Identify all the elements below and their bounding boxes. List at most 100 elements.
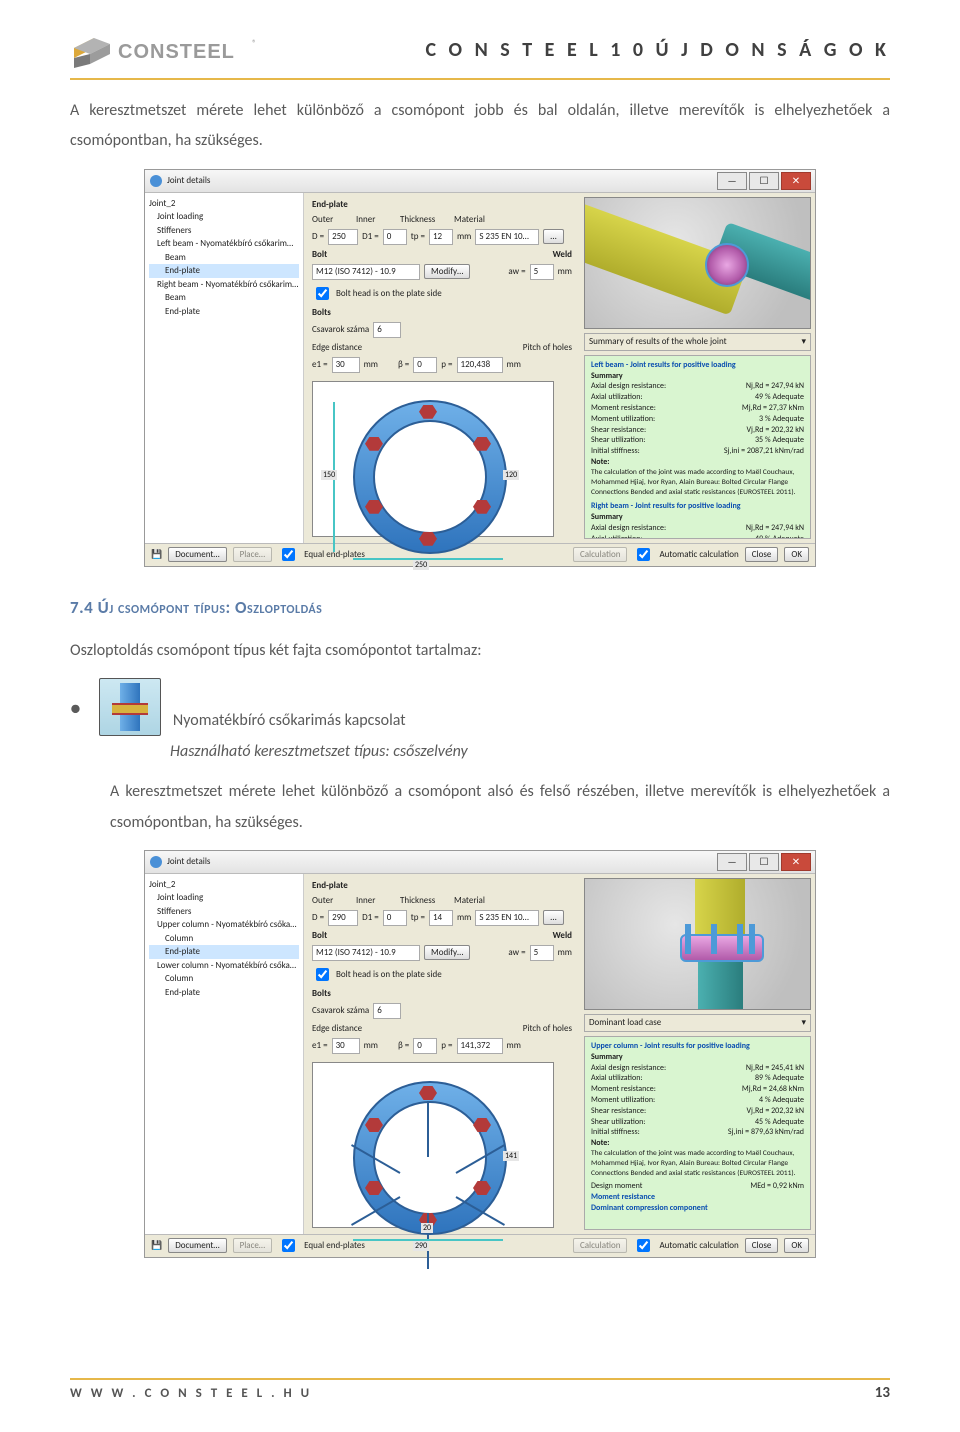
modify-button[interactable]: Modify…	[424, 264, 470, 279]
tree-item[interactable]: Stiffeners	[149, 905, 299, 919]
dropdown-icon[interactable]: ▾	[801, 336, 806, 347]
result-row: Shear utilization:35 % Adequate	[591, 435, 804, 446]
tree-item[interactable]: Beam	[149, 291, 299, 305]
ok-btn-2[interactable]: OK	[784, 1238, 809, 1253]
document-button[interactable]: Document…	[168, 547, 226, 562]
ok-btn[interactable]: OK	[784, 547, 809, 562]
input-e1[interactable]: 30	[332, 357, 360, 373]
place-button-2[interactable]: Place…	[233, 1238, 273, 1253]
lbl-pitch: Pitch of holes	[523, 342, 572, 353]
tree-item[interactable]: End-plate	[149, 264, 299, 278]
auto-calc-checkbox-2[interactable]	[637, 1239, 650, 1252]
bolt-head-checkbox-2[interactable]	[316, 968, 329, 981]
maximize-button-2[interactable]: ☐	[749, 853, 779, 871]
tree-item[interactable]: End-plate	[149, 945, 299, 959]
modify-button-2[interactable]: Modify…	[424, 945, 470, 960]
input-aw[interactable]: 5	[530, 264, 554, 280]
bolt-standard-2[interactable]: M12 (ISO 7412) - 10.9	[312, 945, 420, 961]
lbl-D: D =	[312, 231, 324, 242]
dropdown-icon-2[interactable]: ▾	[801, 1017, 806, 1028]
bolt-head-label: Bolt head is on the plate side	[336, 288, 442, 299]
close-btn-2[interactable]: Close	[745, 1238, 779, 1253]
result-row: Axial utilization:49 % Adequate	[591, 392, 804, 403]
bolt-head-checkbox[interactable]	[316, 287, 329, 300]
equal-endplates-checkbox-2[interactable]	[282, 1239, 295, 1252]
save-icon-2[interactable]: 💾	[151, 1240, 162, 1251]
input-p[interactable]: 120,438	[457, 357, 503, 373]
document-button-2[interactable]: Document…	[168, 1238, 226, 1253]
input-beta-2[interactable]: 0	[413, 1038, 437, 1054]
lbl-mat-2: Material	[454, 895, 485, 906]
lbl-boltcount-2: Csavarok száma	[312, 1005, 369, 1016]
input-p-2[interactable]: 141,372	[457, 1038, 503, 1054]
tree-pane-2[interactable]: Joint_2 Joint loading Stiffeners Upper c…	[145, 874, 304, 1234]
input-aw-2[interactable]: 5	[530, 945, 554, 961]
input-D1-2[interactable]: 0	[383, 910, 407, 926]
maximize-button[interactable]: ☐	[749, 172, 779, 190]
column-splice-icon	[99, 678, 161, 736]
endplate-preview: 150 250 120	[312, 381, 554, 537]
dim-h1: 150	[321, 470, 337, 480]
input-beta[interactable]: 0	[413, 357, 437, 373]
dim-s2: 20	[421, 1223, 433, 1233]
select-material[interactable]: S 235 EN 10…	[475, 229, 539, 245]
tree-item[interactable]: Upper column - Nyomatékbíró csőka…	[149, 918, 299, 932]
input-boltcount[interactable]: 6	[373, 322, 401, 338]
bolt-heading: Bolt	[312, 249, 327, 260]
tree-item[interactable]: Lower column - Nyomatékbíró csőka…	[149, 959, 299, 973]
calc-button-2[interactable]: Calculation	[573, 1238, 628, 1253]
input-tp[interactable]: 12	[429, 229, 453, 245]
input-e1-2[interactable]: 30	[332, 1038, 360, 1054]
equal-endplates-checkbox[interactable]	[282, 548, 295, 561]
tree-item[interactable]: Column	[149, 972, 299, 986]
lbl-beta: β =	[398, 359, 409, 370]
material-browse-button-2[interactable]: …	[543, 910, 563, 925]
close-btn[interactable]: Close	[745, 547, 779, 562]
lbl-edge: Edge distance	[312, 342, 362, 353]
save-icon[interactable]: 💾	[151, 549, 162, 560]
place-button[interactable]: Place…	[233, 547, 273, 562]
auto-calc-checkbox[interactable]	[637, 548, 650, 561]
input-D-2[interactable]: 290	[328, 910, 358, 926]
tree-item[interactable]: End-plate	[149, 305, 299, 319]
ex0l: Design moment	[591, 1181, 642, 1192]
res2r0l: Axial design resistance:	[591, 523, 666, 534]
close-button-2[interactable]: ✕	[781, 853, 811, 871]
result-row: Axial design resistance:Nj,Rd = 247,94 k…	[591, 381, 804, 392]
tree-item[interactable]: Left beam - Nyomatékbíró csőkarim…	[149, 237, 299, 251]
minimize-button-2[interactable]: —	[717, 853, 747, 871]
window-title: Joint details	[167, 175, 210, 186]
lbl-aw: aw =	[508, 266, 525, 277]
tree-item[interactable]: Joint_2	[149, 197, 299, 211]
tree-pane[interactable]: Joint_2 Joint loading Stiffeners Left be…	[145, 193, 304, 543]
bolt-standard[interactable]: M12 (ISO 7412) - 10.9	[312, 264, 420, 280]
input-D1[interactable]: 0	[383, 229, 407, 245]
material-browse-button[interactable]: …	[543, 229, 563, 244]
minimize-button[interactable]: —	[717, 172, 747, 190]
input-D[interactable]: 250	[328, 229, 358, 245]
lbl-mm: mm	[457, 231, 471, 242]
tree-item[interactable]: Column	[149, 932, 299, 946]
tree-item[interactable]: Beam	[149, 251, 299, 265]
lbl-aw-2: aw =	[508, 947, 525, 958]
summary-title: Summary of results of the whole joint	[589, 336, 727, 347]
input-tp-2[interactable]: 14	[429, 910, 453, 926]
tree-item[interactable]: Right beam - Nyomatékbíró csőkarim…	[149, 278, 299, 292]
res1-header: Left beam - Joint results for positive l…	[591, 360, 804, 371]
tree-item[interactable]: End-plate	[149, 986, 299, 1000]
tree-item[interactable]: Joint_2	[149, 878, 299, 892]
mm-p-2: mm	[507, 1040, 521, 1051]
tree-item[interactable]: Joint loading	[149, 891, 299, 905]
calc-button[interactable]: Calculation	[573, 547, 628, 562]
select-material-2[interactable]: S 235 EN 10…	[475, 910, 539, 926]
input-boltcount-2[interactable]: 6	[373, 1003, 401, 1019]
form-pane-2: End-plate Outer Inner Thickness Material…	[304, 874, 580, 1234]
result-row: Moment utilization:3 % Adequate	[591, 414, 804, 425]
header-rule	[70, 78, 890, 80]
tree-item[interactable]: Joint loading	[149, 210, 299, 224]
lbl-p: p =	[441, 359, 452, 370]
close-button[interactable]: ✕	[781, 172, 811, 190]
tree-item[interactable]: Stiffeners	[149, 224, 299, 238]
result-row: Axial utilization:89 % Adequate	[591, 1073, 804, 1084]
result-row: Initial stiffness:Sj,ini = 2087,21 kNm/r…	[591, 446, 804, 457]
